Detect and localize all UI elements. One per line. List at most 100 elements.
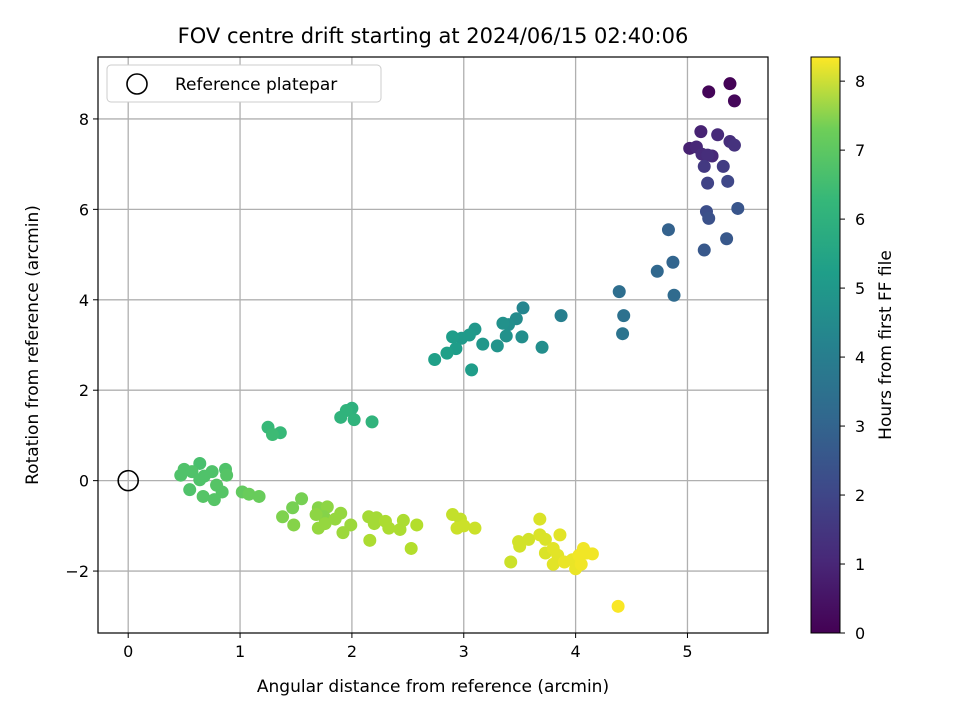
- x-tick-label: 3: [459, 642, 469, 661]
- data-point: [286, 501, 300, 515]
- data-point: [496, 316, 510, 330]
- colorbar-tick-label: 7: [855, 141, 865, 160]
- data-point: [185, 465, 199, 479]
- data-point: [513, 539, 527, 553]
- x-axis-label: Angular distance from reference (arcmin): [257, 677, 609, 697]
- colorbar-label: Hours from first FF file: [876, 250, 896, 440]
- data-point: [727, 138, 741, 152]
- data-point: [207, 493, 221, 507]
- data-point: [522, 532, 536, 546]
- data-point: [727, 94, 741, 108]
- data-point: [721, 174, 735, 188]
- data-point: [363, 533, 377, 547]
- data-point: [295, 492, 309, 506]
- legend-entry: Reference platepar: [175, 75, 337, 95]
- data-point: [457, 519, 471, 533]
- data-point: [382, 521, 396, 535]
- reference-marker: [117, 469, 140, 492]
- data-point: [701, 176, 715, 190]
- data-point: [440, 346, 454, 360]
- legend: Reference platepar: [106, 64, 382, 103]
- data-point: [328, 512, 342, 526]
- legend-box: [106, 64, 382, 103]
- data-point: [504, 555, 518, 569]
- colorbar: 0 1 2 3 4 5 6 7 8: [810, 56, 865, 643]
- data-point: [697, 243, 711, 257]
- data-point: [617, 309, 631, 323]
- y-axis-label: Rotation from reference (arcmin): [23, 205, 43, 485]
- data-point: [580, 546, 594, 560]
- data-point: [516, 301, 530, 315]
- y-tick-label: −2: [65, 562, 89, 581]
- x-tick-label: 0: [123, 642, 133, 661]
- data-point: [702, 85, 716, 99]
- x-tick-label: 5: [682, 642, 692, 661]
- data-point: [318, 517, 332, 531]
- data-point: [650, 264, 664, 278]
- data-point: [365, 415, 379, 429]
- data-point: [446, 330, 460, 344]
- data-point: [347, 413, 361, 427]
- data-point: [476, 337, 490, 351]
- data-point: [702, 211, 716, 225]
- y-tick-label: 8: [79, 110, 89, 129]
- data-point: [612, 285, 626, 299]
- data-point: [720, 232, 734, 246]
- colorbar-tick-label: 0: [855, 624, 865, 643]
- legend-marker-icon: [126, 73, 148, 95]
- data-point: [697, 159, 711, 173]
- data-point: [367, 517, 381, 531]
- data-point: [336, 526, 350, 540]
- data-points: [117, 77, 745, 613]
- data-point: [242, 487, 256, 501]
- data-point: [538, 532, 552, 546]
- colorbar-tick-label: 6: [855, 210, 865, 229]
- data-point: [309, 508, 323, 522]
- colorbar-gradient: [810, 56, 841, 634]
- data-point: [220, 468, 234, 482]
- y-tick-label: 6: [79, 200, 89, 219]
- data-point: [499, 329, 513, 343]
- data-point: [515, 330, 529, 344]
- data-point: [716, 159, 730, 173]
- data-point: [334, 410, 348, 424]
- colorbar-tick-label: 8: [855, 72, 865, 91]
- colorbar-tick-label: 2: [855, 486, 865, 505]
- data-point: [196, 489, 210, 503]
- data-point: [731, 201, 745, 215]
- data-point: [553, 528, 567, 542]
- data-point: [616, 327, 630, 341]
- colorbar-tick-label: 1: [855, 555, 865, 574]
- data-point: [694, 125, 708, 139]
- data-point: [174, 468, 188, 482]
- grid: [98, 57, 768, 633]
- data-point: [701, 148, 715, 162]
- data-point: [193, 456, 207, 470]
- data-point: [533, 512, 547, 526]
- x-tick-label: 2: [347, 642, 357, 661]
- plot-frame: [97, 56, 769, 634]
- data-point: [667, 288, 681, 302]
- data-point: [554, 309, 568, 323]
- data-point: [320, 500, 334, 514]
- data-point: [410, 518, 424, 532]
- y-tick-label: 4: [79, 291, 89, 310]
- axes: 0 1 2 3 4 5 −2 0 2 4 6 8: [65, 56, 769, 661]
- data-point: [666, 255, 680, 269]
- data-point: [404, 541, 418, 555]
- colorbar-tick-label: 4: [855, 348, 865, 367]
- data-point: [428, 352, 442, 366]
- data-point: [611, 599, 625, 613]
- data-point: [265, 428, 279, 442]
- data-point: [711, 128, 725, 142]
- data-point: [535, 340, 549, 354]
- y-tick-label: 2: [79, 381, 89, 400]
- data-point: [183, 483, 197, 497]
- data-point: [723, 77, 737, 91]
- colorbar-tick-label: 5: [855, 279, 865, 298]
- x-tick-label: 4: [571, 642, 581, 661]
- colorbar-tick-label: 3: [855, 417, 865, 436]
- data-point: [252, 489, 266, 503]
